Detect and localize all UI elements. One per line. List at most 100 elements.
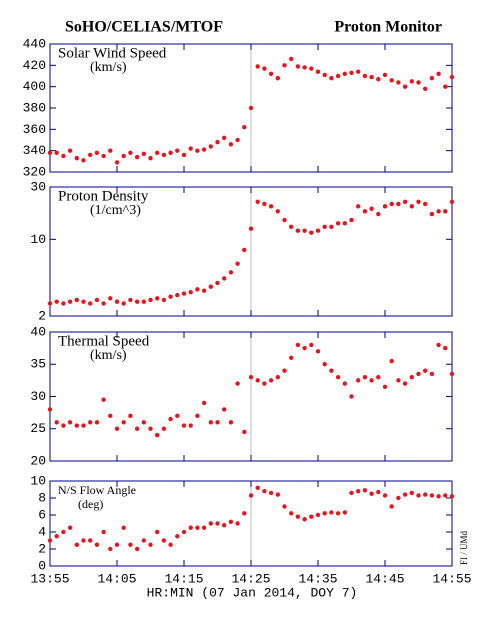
data-point	[101, 153, 106, 159]
data-point	[315, 349, 321, 354]
y-tick-label: 320	[23, 164, 46, 179]
data-point	[376, 374, 381, 380]
data-point	[67, 420, 73, 425]
data-point	[449, 74, 455, 80]
data-point	[67, 525, 73, 530]
data-point	[423, 492, 428, 497]
data-point	[134, 299, 140, 304]
data-point	[74, 155, 80, 161]
data-point	[423, 201, 428, 207]
data-point	[409, 79, 414, 84]
data-point	[148, 155, 153, 161]
data-point	[342, 381, 347, 386]
data-point	[141, 420, 146, 425]
data-point	[443, 493, 448, 498]
data-point	[329, 75, 334, 81]
y-tick-label: 420	[23, 58, 46, 73]
data-point	[268, 204, 274, 209]
data-point	[61, 423, 66, 428]
data-point	[255, 378, 260, 383]
data-point	[409, 374, 414, 380]
data-point	[262, 489, 267, 494]
data-point	[342, 510, 347, 515]
data-point	[342, 221, 347, 226]
data-point	[88, 420, 93, 425]
data-point	[436, 209, 441, 214]
y-tick-label: 35	[30, 357, 46, 372]
data-point	[369, 74, 374, 80]
data-point	[376, 211, 381, 217]
data-point	[268, 71, 274, 77]
data-point	[181, 291, 187, 296]
data-point	[235, 381, 240, 386]
data-point	[315, 228, 321, 233]
data-point	[349, 394, 354, 399]
data-point	[155, 296, 160, 301]
data-point	[262, 381, 267, 386]
data-point	[289, 224, 294, 230]
data-point	[88, 538, 93, 543]
data-point	[88, 301, 93, 306]
data-point	[108, 546, 113, 552]
y-tick-label: 10	[30, 473, 46, 488]
data-point	[322, 72, 327, 78]
data-point	[275, 374, 280, 380]
data-point	[369, 206, 374, 211]
data-point	[349, 70, 354, 76]
data-point	[289, 511, 294, 516]
data-point	[155, 529, 160, 535]
data-point	[443, 84, 448, 89]
y-tick-label: 30	[30, 389, 46, 404]
data-point	[315, 512, 321, 518]
data-point	[335, 374, 341, 380]
data-point	[322, 224, 327, 230]
data-point	[429, 75, 435, 81]
data-point	[121, 420, 126, 425]
data-point	[148, 426, 153, 431]
x-tick-label: 14:45	[365, 571, 404, 586]
data-point	[295, 514, 301, 519]
data-point	[168, 416, 173, 422]
panel-units: (1/cm^3)	[90, 203, 141, 218]
data-point	[302, 228, 307, 233]
data-point	[208, 420, 213, 425]
data-point	[235, 261, 240, 266]
data-point	[222, 407, 227, 412]
data-point	[74, 542, 80, 547]
data-point	[349, 490, 354, 496]
data-point	[436, 71, 441, 77]
data-point	[376, 489, 381, 495]
y-tick-label: 6	[38, 507, 46, 522]
data-point	[134, 426, 140, 431]
data-point	[108, 148, 113, 153]
data-point	[235, 521, 240, 526]
data-point	[228, 420, 234, 425]
data-point	[275, 209, 280, 214]
x-axis-label: HR:MIN (07 Jan 2014, DOY 7)	[147, 585, 358, 600]
data-point	[208, 144, 213, 149]
data-point	[47, 301, 53, 306]
data-point	[255, 485, 260, 490]
data-point	[356, 378, 361, 383]
x-tick-label: 14:35	[298, 571, 337, 586]
data-point	[228, 142, 234, 147]
data-point	[402, 492, 408, 497]
data-point	[329, 510, 334, 515]
data-point	[416, 199, 421, 204]
data-point	[128, 542, 133, 547]
data-point	[242, 247, 247, 253]
data-point	[168, 294, 173, 299]
data-point	[302, 517, 307, 522]
data-point	[94, 150, 100, 155]
data-point	[67, 299, 73, 304]
data-point	[242, 511, 247, 516]
y-tick-label: 25	[30, 421, 46, 436]
data-point	[188, 423, 193, 428]
data-point	[282, 63, 287, 68]
data-point	[201, 525, 207, 530]
data-point	[315, 69, 321, 74]
data-point	[382, 493, 388, 498]
data-point	[168, 542, 173, 547]
data-point	[88, 152, 93, 158]
data-point	[175, 148, 180, 153]
